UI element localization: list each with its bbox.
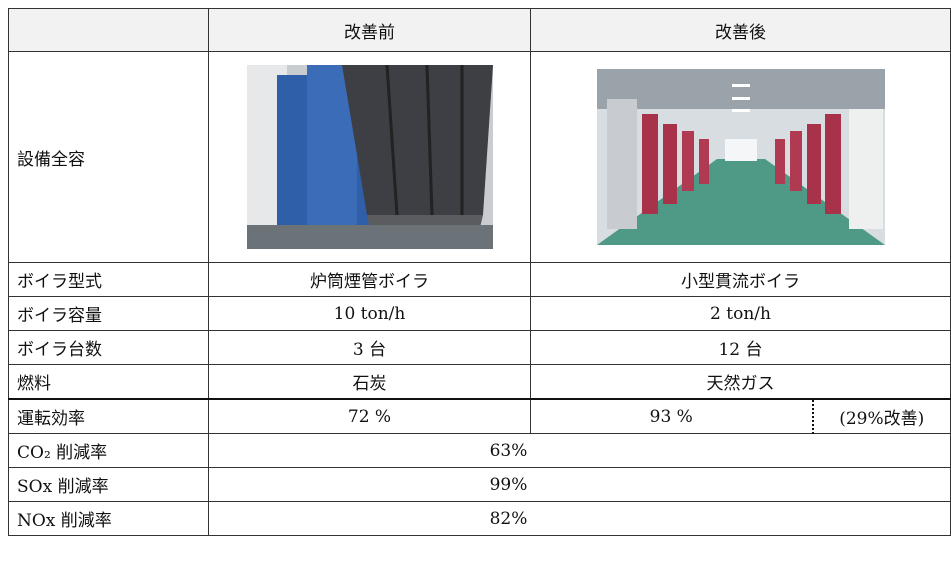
comparison-table: 改善前 改善後 設備全容 bbox=[8, 8, 951, 536]
header-row: 改善前 改善後 bbox=[8, 8, 951, 52]
reduction-row: NOx 削減率 82% bbox=[8, 501, 951, 536]
efficiency-row: 運転効率 72 % 93 % (29%改善) bbox=[8, 398, 951, 434]
header-blank bbox=[8, 8, 209, 52]
row-label: ボイラ容量 bbox=[8, 296, 209, 331]
before-cell: 石炭 bbox=[208, 364, 531, 400]
row-label: ボイラ台数 bbox=[8, 330, 209, 365]
after-cell: 12 台 bbox=[530, 330, 951, 365]
after-cell: 2 ton/h bbox=[530, 296, 951, 331]
data-row: ボイラ台数 3 台 12 台 bbox=[8, 330, 951, 365]
row-label: SOx 削減率 bbox=[8, 467, 209, 502]
reduction-row: CO₂ 削減率 63% bbox=[8, 433, 951, 468]
data-row: ボイラ型式 炉筒煙管ボイラ 小型貫流ボイラ bbox=[8, 262, 951, 297]
note-cell: (29%改善) bbox=[811, 398, 951, 434]
reduction-value: 99% bbox=[208, 467, 951, 502]
reduction-value: 82% bbox=[208, 501, 951, 536]
image-row: 設備全容 bbox=[8, 51, 951, 263]
before-cell: 3 台 bbox=[208, 330, 531, 365]
after-cell: 93 % bbox=[530, 398, 813, 434]
reduction-value: 63% bbox=[208, 433, 951, 468]
row-label: 燃料 bbox=[8, 364, 209, 400]
data-row: 燃料 石炭 天然ガス bbox=[8, 364, 951, 400]
image-cell bbox=[530, 51, 951, 263]
header-cell: 改善前 bbox=[208, 8, 531, 52]
reduction-row: SOx 削減率 99% bbox=[8, 467, 951, 502]
after-cell: 小型貫流ボイラ bbox=[530, 262, 951, 297]
new-boiler-photo bbox=[596, 69, 885, 245]
row-label: NOx 削減率 bbox=[8, 501, 209, 536]
image-cell bbox=[208, 51, 531, 263]
before-cell: 炉筒煙管ボイラ bbox=[208, 262, 531, 297]
header-cell: 改善後 bbox=[530, 8, 951, 52]
before-cell: 10 ton/h bbox=[208, 296, 531, 331]
before-cell: 72 % bbox=[208, 398, 531, 434]
after-cell: 天然ガス bbox=[530, 364, 951, 400]
data-row: ボイラ容量 10 ton/h 2 ton/h bbox=[8, 296, 951, 331]
row-label: 運転効率 bbox=[8, 398, 209, 434]
row-label: 設備全容 bbox=[8, 51, 209, 263]
row-label: ボイラ型式 bbox=[8, 262, 209, 297]
row-label: CO₂ 削減率 bbox=[8, 433, 209, 468]
old-boiler-photo bbox=[246, 65, 493, 249]
